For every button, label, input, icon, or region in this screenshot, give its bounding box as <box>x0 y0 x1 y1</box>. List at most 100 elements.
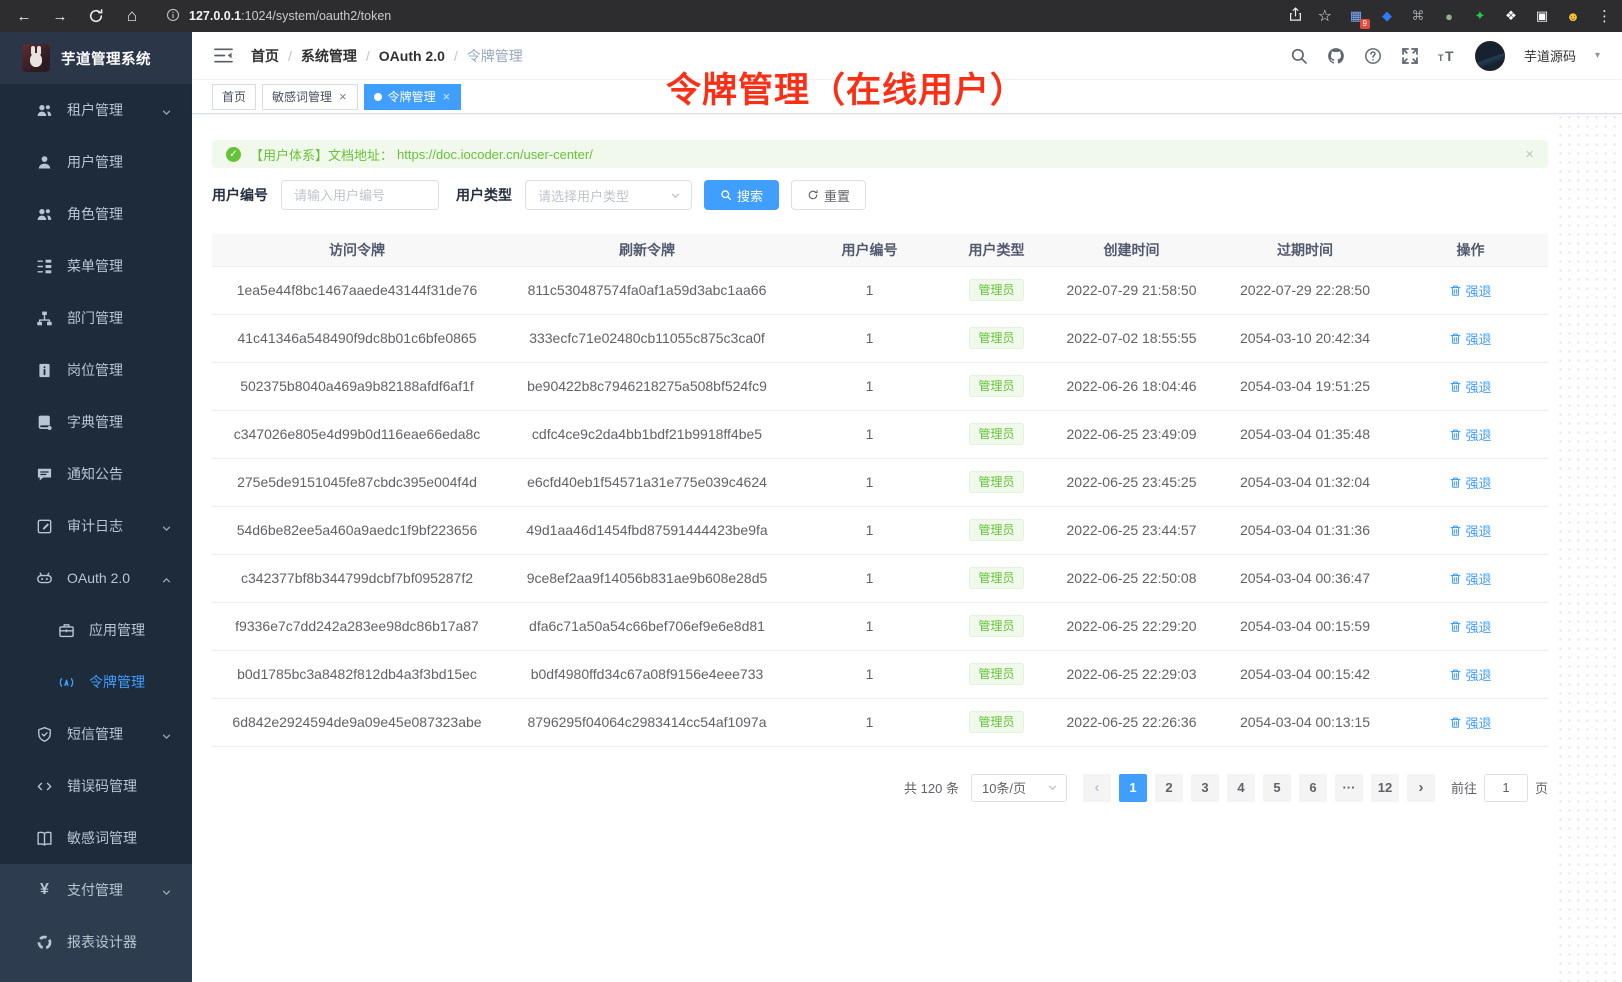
sidebar-item-dept[interactable]: 部门管理 <box>0 292 192 344</box>
force-logout-button[interactable]: 强退 <box>1449 521 1492 540</box>
close-icon[interactable]: × <box>1525 145 1534 163</box>
sidebar-item-label: 字典管理 <box>67 414 123 430</box>
address-bar[interactable]: 127.0.0.1:1024/system/oauth2/token <box>166 8 391 25</box>
collapse-sidebar-icon[interactable] <box>214 47 233 64</box>
sidebar-item-label: 支付管理 <box>67 882 123 898</box>
force-logout-button[interactable]: 强退 <box>1449 713 1492 732</box>
sidebar-item-audit-log[interactable]: 审计日志 <box>0 500 192 552</box>
sidebar-item-sensitive-word[interactable]: 敏感词管理 <box>0 812 192 864</box>
back-icon[interactable]: ← <box>16 7 32 25</box>
help-icon[interactable] <box>1364 47 1382 65</box>
prev-page-button[interactable]: ‹ <box>1082 773 1111 802</box>
tab-sensitive-word[interactable]: 敏感词管理 × <box>262 83 358 110</box>
force-logout-label: 强退 <box>1465 331 1492 347</box>
sidebar-item-oauth2-app[interactable]: 应用管理 <box>0 604 192 656</box>
emoji-extension-icon[interactable]: ☻ <box>1566 8 1580 24</box>
close-icon[interactable]: × <box>442 89 451 104</box>
page-number-button[interactable]: 5 <box>1262 773 1291 802</box>
breadcrumb-system[interactable]: 系统管理 <box>300 47 357 64</box>
more-pages-button[interactable]: ··· <box>1334 773 1363 802</box>
action-cell: 强退 <box>1393 458 1548 507</box>
expire-time-cell: 2054-03-04 01:31:36 <box>1217 506 1393 555</box>
page-number-button[interactable]: 4 <box>1226 773 1255 802</box>
user-name[interactable]: 芋道源码 <box>1523 49 1576 64</box>
force-logout-button[interactable]: 强退 <box>1449 569 1492 588</box>
sidebar-item-dict[interactable]: 字典管理 <box>0 396 192 448</box>
user-avatar[interactable] <box>1474 40 1505 71</box>
page-number-button[interactable]: 2 <box>1154 773 1183 802</box>
sidebar-item-post[interactable]: 岗位管理 <box>0 344 192 396</box>
sidebar-item-report-designer[interactable]: 报表设计器 <box>0 916 192 968</box>
close-icon[interactable]: × <box>339 89 347 104</box>
sidebar-item-role[interactable]: 角色管理 <box>0 188 192 240</box>
page-number-button[interactable]: 6 <box>1298 773 1327 802</box>
sidebar-item-pay[interactable]: ¥ 支付管理 <box>0 864 192 916</box>
user-type-select[interactable]: 请选择用户类型 <box>525 180 692 210</box>
fullscreen-icon[interactable] <box>1401 47 1419 65</box>
force-logout-button[interactable]: 强退 <box>1449 329 1492 348</box>
bookmark-star-icon[interactable]: ☆ <box>1317 8 1332 25</box>
browser-chrome: ← → ⌂ 127.0.0.1:1024/system/oauth2/token… <box>0 0 1622 32</box>
browser-menu-icon[interactable]: ⋮ <box>1597 8 1612 25</box>
expire-time-cell: 2054-03-04 00:36:47 <box>1217 554 1393 603</box>
sidebar-item-oauth2[interactable]: OAuth 2.0 <box>0 552 192 604</box>
sidebar-item-sms[interactable]: 短信管理 <box>0 708 192 760</box>
force-logout-button[interactable]: 强退 <box>1449 425 1492 444</box>
breadcrumb-home[interactable]: 首页 <box>251 47 279 64</box>
command-extension-icon[interactable]: ⌘ <box>1411 8 1425 23</box>
refresh-token-cell: 8796295f04064c2983414cc54af1097a <box>502 698 792 747</box>
page-size-select[interactable]: 10条/页 <box>970 773 1067 802</box>
github-icon[interactable] <box>1327 47 1345 65</box>
user-id-cell: 1 <box>792 314 947 363</box>
sidebar-item-tenant[interactable]: 租户管理 <box>0 84 192 136</box>
page-number-button[interactable]: 1 <box>1118 773 1147 802</box>
reload-icon[interactable] <box>88 8 104 24</box>
tab-token[interactable]: 令牌管理 × <box>363 83 462 110</box>
sidebar-item-error-code[interactable]: 错误码管理 <box>0 760 192 812</box>
chevron-down-icon[interactable]: ▾ <box>1594 50 1600 61</box>
access-token-cell: c347026e805e4d99b0d116eae66eda8c <box>212 410 502 459</box>
tab-home[interactable]: 首页 <box>212 83 257 110</box>
star-extension-icon[interactable]: ✦ <box>1474 8 1486 23</box>
created-time-cell: 2022-06-25 22:29:03 <box>1046 650 1217 699</box>
page-number-button[interactable]: 3 <box>1190 773 1219 802</box>
sidebar-item-menu[interactable]: 菜单管理 <box>0 240 192 292</box>
column-header: 用户类型 <box>947 234 1046 267</box>
sidebar-item-notice[interactable]: 通知公告 <box>0 448 192 500</box>
column-header: 创建时间 <box>1046 234 1217 267</box>
grid-extension-icon[interactable]: ▦ 9 <box>1347 7 1370 29</box>
user-type-badge: 管理员 <box>969 519 1024 541</box>
page-number-button[interactable]: 12 <box>1370 773 1399 802</box>
window-extension-icon[interactable]: ▣ <box>1535 8 1549 23</box>
refresh-token-cell: 333ecfc71e02480cb11055c875c3ca0f <box>502 314 792 363</box>
force-logout-button[interactable]: 强退 <box>1449 473 1492 492</box>
force-logout-button[interactable]: 强退 <box>1449 617 1492 636</box>
breadcrumb-oauth2[interactable]: OAuth 2.0 <box>378 47 445 64</box>
forward-icon[interactable]: → <box>52 7 68 25</box>
user-id-input[interactable] <box>281 180 439 210</box>
force-logout-button[interactable]: 强退 <box>1449 281 1492 300</box>
goto-page-input[interactable] <box>1483 773 1528 802</box>
doc-link[interactable]: https://doc.iocoder.cn/user-center/ <box>397 146 593 162</box>
reset-button-label: 重置 <box>824 188 851 204</box>
home-icon[interactable]: ⌂ <box>126 6 138 25</box>
search-button[interactable]: 搜索 <box>704 180 780 210</box>
puzzle-extension-icon[interactable]: ❖ <box>1505 8 1517 23</box>
force-logout-button[interactable]: 强退 <box>1449 665 1492 684</box>
sidebar-item-user[interactable]: 用户管理 <box>0 136 192 188</box>
force-logout-button[interactable]: 强退 <box>1449 377 1492 396</box>
record-extension-icon[interactable]: ● <box>1445 8 1453 24</box>
sidebar-item-oauth2-token[interactable]: 令牌管理 <box>0 656 192 708</box>
refresh-token-cell: 49d1aa46d1454fbd87591444423be9fa <box>502 506 792 555</box>
reset-button[interactable]: 重置 <box>791 180 867 210</box>
next-page-button[interactable]: › <box>1406 773 1435 802</box>
share-icon[interactable] <box>1288 7 1303 25</box>
gem-extension-icon[interactable]: ◆ <box>1382 8 1392 23</box>
expire-time-cell: 2054-03-04 00:13:15 <box>1217 698 1393 747</box>
search-icon[interactable] <box>1290 47 1308 65</box>
app-logo[interactable]: 芋道管理系统 <box>0 32 192 84</box>
site-info-icon[interactable] <box>166 8 180 25</box>
